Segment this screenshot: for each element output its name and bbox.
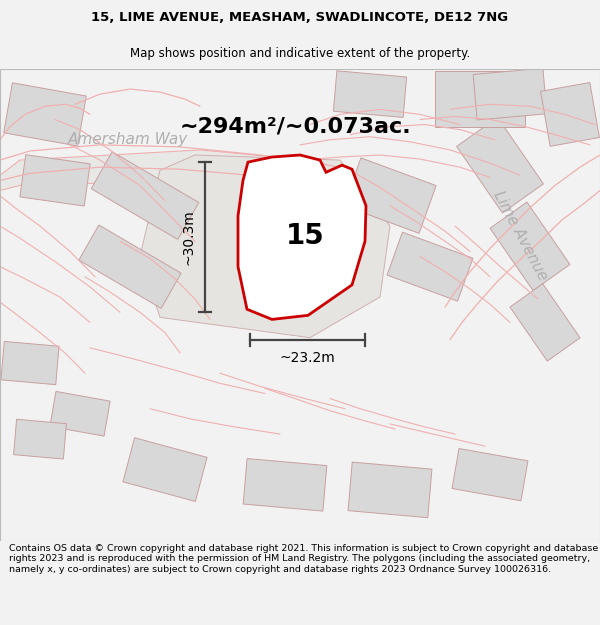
Polygon shape xyxy=(457,118,544,213)
Polygon shape xyxy=(14,419,67,459)
Polygon shape xyxy=(490,202,570,291)
Text: Contains OS data © Crown copyright and database right 2021. This information is : Contains OS data © Crown copyright and d… xyxy=(9,544,598,574)
Polygon shape xyxy=(510,284,580,361)
Text: ~23.2m: ~23.2m xyxy=(280,351,335,365)
Polygon shape xyxy=(348,462,432,518)
Text: 15, LIME AVENUE, MEASHAM, SWADLINCOTE, DE12 7NG: 15, LIME AVENUE, MEASHAM, SWADLINCOTE, D… xyxy=(91,11,509,24)
Polygon shape xyxy=(123,438,207,501)
Text: ~30.3m: ~30.3m xyxy=(182,209,196,265)
Text: Lime Avenue: Lime Avenue xyxy=(490,189,550,284)
Text: Amersham Way: Amersham Way xyxy=(68,132,188,148)
Polygon shape xyxy=(473,68,547,120)
Polygon shape xyxy=(1,341,59,384)
Text: Map shows position and indicative extent of the property.: Map shows position and indicative extent… xyxy=(130,47,470,60)
Polygon shape xyxy=(91,152,199,239)
Polygon shape xyxy=(4,83,86,146)
Polygon shape xyxy=(334,71,407,118)
Polygon shape xyxy=(20,154,90,206)
Polygon shape xyxy=(243,459,327,511)
Polygon shape xyxy=(79,225,181,308)
Text: ~294m²/~0.073ac.: ~294m²/~0.073ac. xyxy=(179,117,411,137)
Polygon shape xyxy=(541,82,599,146)
Text: 15: 15 xyxy=(286,222,325,250)
Polygon shape xyxy=(0,150,330,191)
Polygon shape xyxy=(50,391,110,436)
Polygon shape xyxy=(435,71,525,127)
Polygon shape xyxy=(387,232,473,301)
Polygon shape xyxy=(344,158,436,233)
Polygon shape xyxy=(452,449,528,501)
Polygon shape xyxy=(238,155,366,319)
Polygon shape xyxy=(140,155,390,338)
